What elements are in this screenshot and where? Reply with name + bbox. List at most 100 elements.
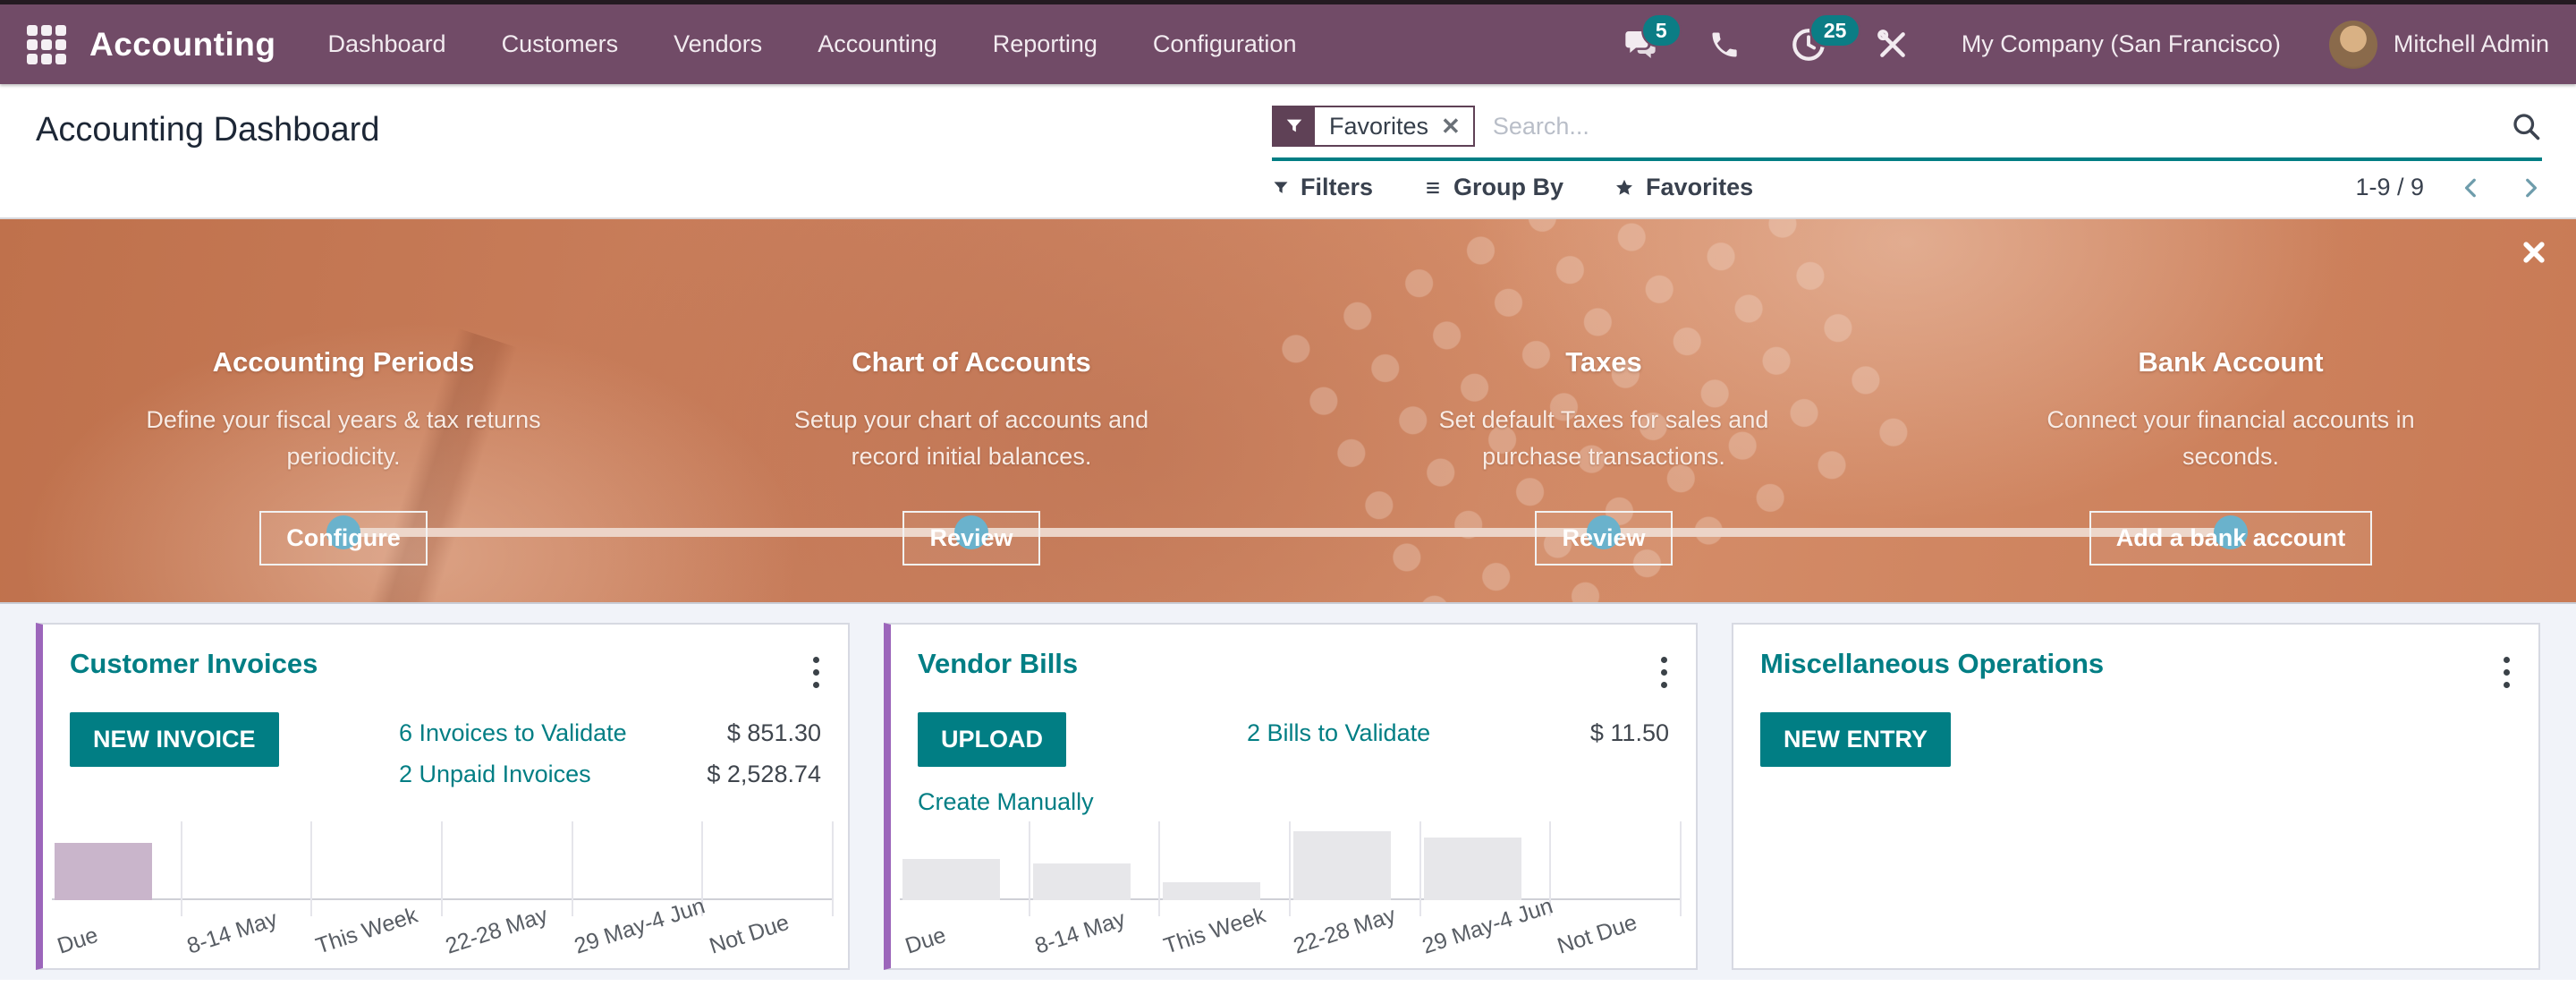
pager-range: 1-9 / 9 [2355,174,2424,200]
funnel-icon [1274,107,1315,145]
favorites-label: Favorites [1646,174,1754,200]
chart-bar [1292,831,1392,900]
step-description: Set default Taxes for sales and purchase… [1438,406,1769,470]
create-manually-link[interactable]: Create Manually [918,788,1094,815]
handset-icon [1712,32,1737,56]
new-entry-button[interactable]: NEW ENTRY [1760,712,1951,767]
facet-remove-icon[interactable]: ✕ [1441,112,1461,140]
activities-icon[interactable]: 25 [1788,13,1861,65]
menu-reporting[interactable]: Reporting [992,30,1097,57]
star-icon [1616,179,1633,195]
dashboard-cards: Customer Invoices NEW INVOICE 6 Invoices… [0,604,2576,980]
invoices-to-validate-link[interactable]: 6 Invoices to Validate [399,719,627,746]
vendor-bills-chart[interactable]: Due 8-14 May This Week 22-28 May 29 May-4 Ju… [900,821,1682,965]
card-miscellaneous-operations[interactable]: Miscellaneous Operations NEW ENTRY [1732,623,2540,970]
stat-row: 2 Unpaid Invoices $ 2,528.74 [399,753,821,795]
step-title: Bank Account [2138,346,2324,378]
messages-icon[interactable]: 5 [1620,13,1682,65]
app-brand[interactable]: Accounting [89,25,276,63]
stat-row: 2 Bills to Validate $ 11.50 [1247,712,1669,753]
card-customer-invoices[interactable]: Customer Invoices NEW INVOICE 6 Invoices… [36,623,850,970]
group-by-button[interactable]: Group By [1423,174,1563,201]
chart-bar [1032,863,1131,900]
card-vendor-bills[interactable]: Vendor Bills UPLOAD Create Manually 2 Bi… [884,623,1698,970]
chart-x-axis: Due 8-14 May This Week 22-28 May 29 May-4 Ju… [52,893,834,963]
bills-to-validate-link[interactable]: 2 Bills to Validate [1247,719,1431,746]
search-input[interactable] [1492,112,2510,140]
pager-previous-icon[interactable] [2460,174,2483,201]
filters-button[interactable]: Filters [1272,174,1373,201]
step-dot-bank-account[interactable] [2214,515,2248,549]
chart-column [443,821,573,916]
apps-menu-icon[interactable] [27,24,66,64]
add-bank-account-button[interactable]: Add a bank account [2089,511,2373,566]
onboarding-steps: Accounting Periods Define your fiscal ye… [0,346,2576,602]
card-title[interactable]: Vendor Bills [918,648,1079,679]
menu-dashboard[interactable]: Dashboard [327,30,446,57]
page-title: Accounting Dashboard [36,111,380,149]
top-navbar: Accounting Dashboard Customers Vendors A… [0,0,2576,84]
onboarding-progress-line [343,528,2231,537]
unpaid-invoices-link[interactable]: 2 Unpaid Invoices [399,761,591,787]
developer-tools-icon[interactable] [1872,24,1913,65]
step-title: Chart of Accounts [852,346,1091,378]
chart-column [1291,821,1421,916]
messages-badge: 5 [1640,13,1682,47]
stat-amount: $ 2,528.74 [707,761,821,787]
company-switcher[interactable]: My Company (San Francisco) [1961,30,2281,57]
chart-column [52,821,182,916]
step-bank-account: Bank Account Connect your financial acco… [1953,346,2508,566]
card-menu-icon[interactable] [1657,653,1671,692]
step-dot-accounting-periods[interactable] [326,515,360,549]
chart-plot-area [900,821,1682,916]
chart-plot-area [52,821,835,916]
chart-column [573,821,704,916]
user-menu[interactable]: Mitchell Admin [2328,20,2549,69]
user-name: Mitchell Admin [2393,30,2549,57]
search-icon[interactable] [2510,110,2542,142]
favorites-button[interactable]: Favorites [1614,174,1753,201]
avatar [2328,20,2377,69]
phone-icon[interactable] [1704,24,1745,65]
pager: 1-9 / 9 [2355,174,2542,201]
funnel-icon [1274,181,1288,193]
group-by-icon [1427,182,1439,193]
navbar-systray: 5 25 My Company (San Francisco) Mitchell [1620,13,2549,69]
onboarding-banner: Accounting Periods Define your fiscal ye… [0,217,2576,604]
upload-button[interactable]: UPLOAD [918,712,1066,767]
new-invoice-button[interactable]: NEW INVOICE [70,712,279,767]
chart-column [1421,821,1552,916]
menu-vendors[interactable]: Vendors [674,30,763,57]
menu-accounting[interactable]: Accounting [818,30,937,57]
chart-column [182,821,313,916]
pager-next-icon[interactable] [2519,174,2542,201]
stat-amount: $ 851.30 [726,719,821,746]
card-menu-icon[interactable] [2500,653,2513,692]
card-menu-icon[interactable] [809,653,823,692]
card-title[interactable]: Miscellaneous Operations [1760,648,2105,679]
menu-customers[interactable]: Customers [501,30,619,57]
facet-label: Favorites [1329,112,1429,140]
filters-label: Filters [1301,174,1374,200]
chart-column [900,821,1030,916]
step-dot-taxes[interactable] [1587,515,1621,549]
customer-invoices-chart[interactable]: Due 8-14 May This Week 22-28 May 29 May-4 Ju… [52,821,835,965]
chart-x-axis: Due 8-14 May This Week 22-28 May 29 May-4 Ju… [900,893,1682,963]
configure-button[interactable]: Configure [259,511,428,566]
chart-column [1551,821,1682,916]
banner-close-icon[interactable] [2521,239,2547,270]
search-area: Favorites ✕ [1272,106,2542,161]
step-taxes: Taxes Set default Taxes for sales and pu… [1326,346,1881,566]
card-stats: 2 Bills to Validate $ 11.50 [1247,712,1669,753]
step-dot-chart-of-accounts[interactable] [954,515,988,549]
card-title[interactable]: Customer Invoices [70,648,318,679]
search-options: Filters Group By Favorites 1-9 / 9 [1272,174,2542,201]
step-chart-of-accounts: Chart of Accounts Setup your chart of ac… [694,346,1249,566]
chart-bar [1423,838,1521,900]
step-accounting-periods: Accounting Periods Define your fiscal ye… [66,346,621,566]
review-chart-button[interactable]: Review [902,511,1040,566]
search-bar[interactable]: Favorites ✕ [1272,106,2542,161]
review-taxes-button[interactable]: Review [1535,511,1673,566]
menu-configuration[interactable]: Configuration [1152,30,1297,57]
chart-column [1160,821,1292,916]
